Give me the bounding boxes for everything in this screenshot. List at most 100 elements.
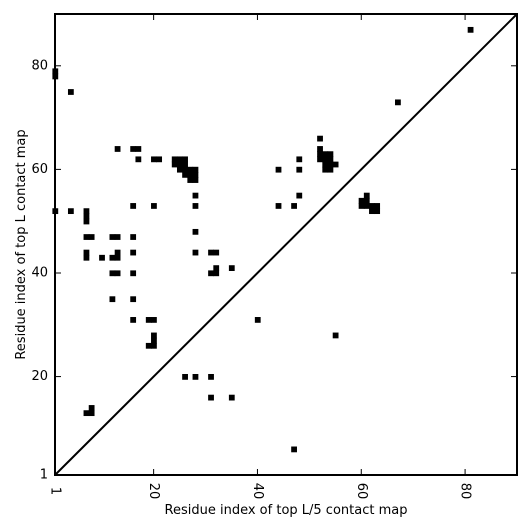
contact-cell xyxy=(363,197,370,204)
x-axis-title: Residue index of top L/5 contact map xyxy=(165,503,408,518)
contact-cell xyxy=(151,156,157,163)
contact-cell xyxy=(317,156,323,163)
contact-cell xyxy=(171,161,178,168)
contact-cell xyxy=(213,249,220,256)
contact-cell xyxy=(182,161,188,168)
y-tick-label: 1 xyxy=(40,468,48,483)
contact-cell xyxy=(182,166,188,173)
contact-cell xyxy=(88,405,95,411)
contact-cell xyxy=(88,234,95,240)
contact-cell xyxy=(145,317,152,323)
contact-cell xyxy=(192,177,199,183)
contact-cell xyxy=(322,166,329,173)
contact-cell xyxy=(187,177,194,183)
contact-cell xyxy=(467,26,474,33)
contact-cell xyxy=(254,317,261,323)
contact-cell xyxy=(114,146,121,152)
contact-cell xyxy=(208,394,214,401)
contact-cell xyxy=(114,249,121,256)
contact-cell xyxy=(151,332,157,339)
contact-cell xyxy=(109,270,116,277)
contact-cell xyxy=(130,203,137,209)
contact-cell xyxy=(176,156,183,163)
contact-cell xyxy=(88,410,95,417)
contact-cell xyxy=(374,208,381,215)
contact-cell xyxy=(213,270,220,277)
contact-cell xyxy=(176,166,183,173)
contact-cell xyxy=(176,161,183,168)
contact-cell xyxy=(213,265,220,271)
contact-cell xyxy=(228,394,235,401)
contact-cell xyxy=(192,166,199,173)
contact-cell xyxy=(296,166,303,173)
contact-cell xyxy=(145,342,152,349)
contact-cell xyxy=(151,317,157,323)
contact-cell xyxy=(327,156,334,163)
contact-cell xyxy=(83,208,90,215)
contact-cell xyxy=(187,166,194,173)
contact-cell xyxy=(151,337,157,344)
contact-cell xyxy=(114,270,121,277)
contact-cell xyxy=(322,156,329,163)
x-tick-label: 60 xyxy=(354,483,369,500)
contact-cell xyxy=(322,161,329,168)
y-tick-label: 80 xyxy=(31,58,48,73)
contact-cell xyxy=(275,166,282,173)
contact-cell xyxy=(182,373,188,380)
contact-cell xyxy=(67,89,74,95)
y-axis-title: Residue index of top L contact map xyxy=(14,129,29,359)
contact-cell xyxy=(327,166,334,173)
y-tick-label: 20 xyxy=(31,369,48,384)
contact-cell xyxy=(83,234,90,240)
contact-cells-layer xyxy=(52,26,474,453)
contact-cell xyxy=(130,146,137,152)
contact-cell xyxy=(192,203,199,209)
contact-cell xyxy=(109,254,116,261)
y-tick-label: 60 xyxy=(31,162,48,177)
contact-cell xyxy=(182,171,188,178)
contact-cell xyxy=(327,161,334,168)
contact-cell xyxy=(374,203,381,209)
contact-cell xyxy=(275,203,282,209)
contact-cell xyxy=(291,203,297,209)
x-tick-label: 80 xyxy=(458,483,473,500)
contact-cell xyxy=(296,156,303,163)
contact-cell xyxy=(332,332,339,339)
contact-cell xyxy=(156,156,163,163)
contact-cell xyxy=(291,446,297,453)
x-tick-label: 40 xyxy=(250,483,265,500)
contact-cell xyxy=(114,234,121,240)
diagonal-line xyxy=(54,13,518,476)
contact-cell xyxy=(130,270,137,277)
contact-cell xyxy=(369,208,375,215)
contact-cell xyxy=(208,249,214,256)
contact-cell xyxy=(322,151,329,158)
contact-cell xyxy=(317,146,323,152)
contact-cell xyxy=(171,156,178,163)
contact-cell xyxy=(67,208,74,215)
contact-cell xyxy=(192,249,199,256)
contact-cell xyxy=(192,228,199,235)
contact-cell xyxy=(363,203,370,209)
contact-cell xyxy=(83,213,90,220)
contact-cell xyxy=(130,249,137,256)
contact-cell xyxy=(83,254,90,261)
x-tick-label: 20 xyxy=(146,483,161,500)
contact-cell xyxy=(109,234,116,240)
contact-cell xyxy=(208,270,214,277)
contact-cell xyxy=(135,146,142,152)
contact-cell xyxy=(192,373,199,380)
contact-cell xyxy=(83,218,90,225)
contact-cell xyxy=(151,203,157,209)
contact-cell xyxy=(317,135,323,142)
contact-cell xyxy=(130,296,137,303)
contact-cell xyxy=(83,410,90,417)
contact-cell xyxy=(208,373,214,380)
contact-cell xyxy=(358,203,365,209)
x-tick-label: 1 xyxy=(48,487,63,495)
plot-frame xyxy=(54,13,518,476)
ticks-layer: 1 20 40 60 80 1 20 40 60 80 xyxy=(31,14,517,499)
contact-cell xyxy=(358,197,365,204)
